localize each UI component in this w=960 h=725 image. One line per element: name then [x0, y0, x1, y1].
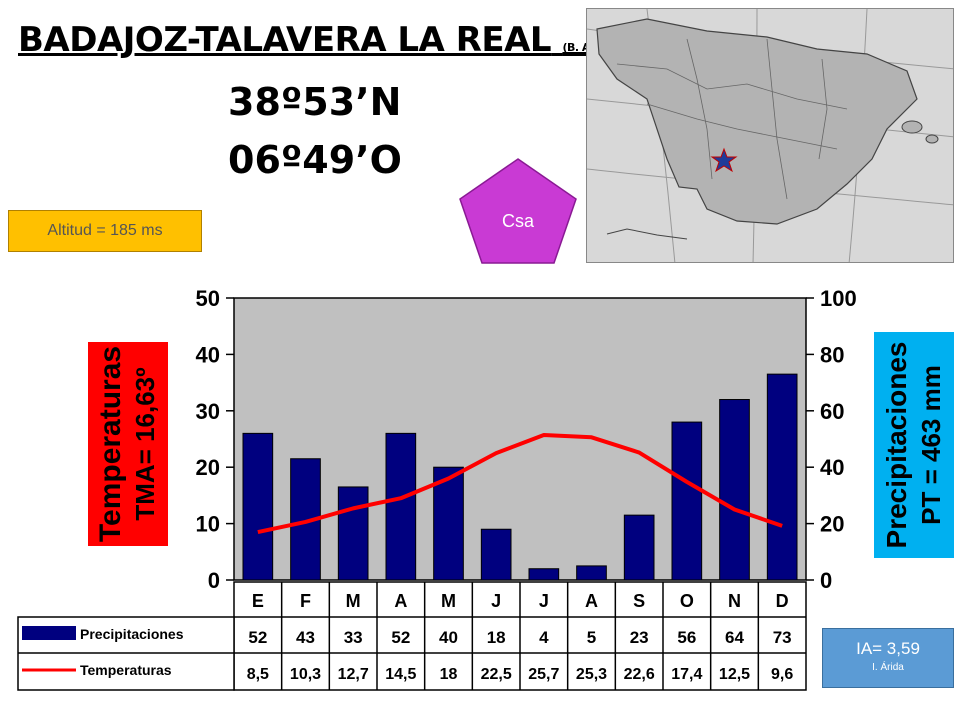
- data-table: Precipitaciones Temperaturas E 52 8,5 F 43 10…: [17, 581, 807, 691]
- temperature-value: 25,7: [528, 666, 559, 683]
- precip-legend-swatch: [22, 626, 76, 640]
- month-label: A: [585, 591, 598, 611]
- aridity-class: I. Árida: [872, 662, 904, 673]
- temperature-value: 8,5: [247, 666, 269, 683]
- left-tick-label: 10: [196, 512, 220, 537]
- station-title: BADAJOZ-TALAVERA LA REAL (B. Aérea): [18, 20, 621, 60]
- precipitation-bar: [242, 432, 274, 581]
- title-block: BADAJOZ-TALAVERA LA REAL (B. Aérea): [18, 20, 621, 60]
- temperature-value: 12,7: [338, 666, 369, 683]
- plot-area: [233, 297, 807, 581]
- pentagon-shape: Csa: [459, 158, 577, 264]
- precipitation-bar: [385, 432, 417, 581]
- precipitation-bar: [528, 568, 560, 581]
- temperature-value: 10,3: [290, 666, 321, 683]
- right-tick-label: 0: [820, 568, 832, 593]
- precipitation-value: 64: [725, 628, 744, 647]
- precipitation-value: 4: [539, 628, 549, 647]
- precipitation-value: 52: [248, 628, 267, 647]
- left-axis-title-box: [88, 342, 168, 546]
- month-label: E: [252, 591, 264, 611]
- month-label: D: [776, 591, 789, 611]
- left-tick-label: 0: [208, 568, 220, 593]
- climate-class-badge: Csa: [458, 157, 578, 265]
- climate-class-label: Csa: [502, 211, 535, 231]
- right-tick-label: 100: [820, 286, 857, 311]
- temperature-value: 14,5: [385, 666, 416, 683]
- left-tick-label: 50: [196, 286, 220, 311]
- right-axis-title: Precipitaciones: [881, 342, 912, 549]
- precipitation-bar: [480, 528, 512, 581]
- altitude-badge: Altitud = 185 ms: [8, 210, 202, 252]
- left-tick-label: 30: [196, 399, 220, 424]
- precipitation-value: 43: [296, 628, 315, 647]
- station-name: BADAJOZ-TALAVERA LA REAL: [18, 20, 552, 60]
- month-label: F: [300, 591, 311, 611]
- month-label: J: [491, 591, 501, 611]
- map-graphic: [587, 9, 953, 262]
- precipitation-value: 5: [587, 628, 596, 647]
- precipitation-value: 56: [677, 628, 696, 647]
- temperature-value: 17,4: [671, 666, 702, 683]
- aridity-index-box: IA= 3,59 I. Árida: [822, 628, 954, 688]
- right-axis-ticks: 0 20 40 60 80 100: [820, 286, 857, 593]
- temperature-value: 9,6: [771, 666, 793, 683]
- precipitation-bars: [242, 373, 798, 581]
- temperature-value: 22,5: [481, 666, 512, 683]
- longitude-label: 06º49’O: [228, 138, 402, 182]
- temperature-value: 22,6: [624, 666, 655, 683]
- temperature-series-line: [257, 433, 783, 535]
- temperature-value: 18: [440, 666, 458, 683]
- location-map: [586, 8, 954, 263]
- temperature-value: 12,5: [719, 666, 750, 683]
- right-tick-label: 20: [820, 512, 844, 537]
- right-tick-label: 60: [820, 399, 844, 424]
- left-axis-ticks: 0 10 20 30 40 50: [196, 286, 220, 593]
- precipitation-value: 18: [487, 628, 506, 647]
- month-label: M: [346, 591, 361, 611]
- precipitation-bar: [576, 565, 607, 581]
- precipitation-bar: [337, 486, 369, 581]
- precipitation-value: 52: [391, 628, 410, 647]
- month-label: M: [441, 591, 456, 611]
- right-tick-label: 80: [820, 342, 844, 367]
- aridity-index: IA= 3,59: [856, 639, 920, 658]
- latitude-label: 38º53’N: [228, 80, 402, 124]
- precipitation-bar: [766, 373, 798, 581]
- temperature-line: [257, 433, 783, 535]
- right-tick-label: 40: [820, 455, 844, 480]
- left-tick-label: 20: [196, 455, 220, 480]
- precipitation-bar: [433, 466, 464, 581]
- month-label: A: [394, 591, 407, 611]
- month-label: O: [680, 591, 694, 611]
- right-axis-subtitle: PT = 463 mm: [916, 365, 946, 525]
- month-label: J: [539, 591, 549, 611]
- left-axis-title: Temperaturas: [94, 346, 127, 542]
- left-tick-label: 40: [196, 342, 220, 367]
- precipitation-value: 23: [630, 628, 649, 647]
- month-label: N: [728, 591, 741, 611]
- right-axis-title-box: [874, 332, 954, 558]
- month-label: S: [633, 591, 645, 611]
- grid-lines: [226, 297, 814, 581]
- precipitation-bar: [623, 514, 655, 581]
- climate-chart: 0 10 20 30 40 50 0 20 40 60 80 100 Temperaturas TM…: [0, 270, 960, 720]
- location-star-icon: [710, 147, 738, 173]
- precipitation-bar: [719, 399, 750, 581]
- precipitation-value: 33: [344, 628, 363, 647]
- precipitation-value: 40: [439, 628, 458, 647]
- temperature-value: 25,3: [576, 666, 607, 683]
- precipitation-bar: [671, 421, 703, 581]
- temp-legend-label: Temperaturas: [80, 662, 172, 678]
- precipitation-value: 73: [773, 628, 792, 647]
- left-axis-subtitle: TMA= 16,63º: [130, 367, 160, 521]
- precip-legend-label: Precipitaciones: [80, 626, 184, 642]
- climograph: 0 10 20 30 40 50 0 20 40 60 80 100 Temperaturas TM…: [17, 286, 954, 691]
